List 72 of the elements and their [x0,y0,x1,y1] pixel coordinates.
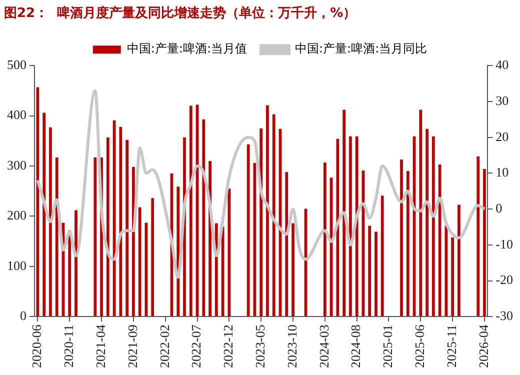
bar [406,171,410,316]
bar [380,196,384,316]
x-tick-label: 2025-06 [412,324,428,368]
bar [260,128,263,316]
y-tick-label: 200 [7,208,26,223]
y-tick-label: 300 [7,157,26,172]
y2-tick-label: -30 [496,308,514,324]
bar [202,119,206,316]
y-tick-label: 100 [7,258,26,273]
bar [292,223,294,316]
bar [355,136,358,316]
legend-label: 中国:产量:啤酒:当月值 [126,42,248,56]
x-tick-label: 2023-05 [252,324,268,368]
bar [349,136,352,316]
bar [426,128,428,316]
bar [151,198,154,316]
y2-tick-label: 40 [496,57,509,72]
y2-tick-label: 20 [496,128,509,144]
bar [476,156,480,316]
bar [432,136,435,316]
bar [285,172,288,316]
bar [42,112,46,316]
y2-tick-label: 0 [496,200,502,216]
x-tick-label: 2022-02 [156,324,172,368]
bar [483,169,486,316]
y-tick-label: 0 [20,308,26,324]
bar [126,140,128,316]
x-tick-label: 2023-10 [284,324,300,368]
line-series [36,89,486,279]
bar [342,110,346,316]
bar [94,157,97,316]
chart-title: 图22： 啤酒月度产量及同比增速走势（单位：万千升，%） [4,5,356,22]
x-tick-label: 2024-03 [316,324,332,368]
y2-tick-label: -10 [496,236,514,252]
bar [451,237,454,316]
bar [49,127,52,316]
bar [400,160,403,316]
x-tick-label: 2025-01 [380,324,396,368]
y2-tick-label: 10 [496,164,509,180]
bar [176,186,180,316]
bar [106,137,110,316]
x-tick-label: 2020-11 [61,324,76,368]
bar [189,106,192,316]
bar [323,162,326,316]
legend-label: 中国:产量:啤酒:当月同比 [295,42,428,56]
x-tick-label: 2021-04 [92,324,108,368]
x-tick-label: 2022-07 [188,324,204,368]
y-tick-label: 400 [7,107,26,122]
y2-tick-label: 30 [496,92,509,108]
bar [368,226,372,316]
bar [119,126,122,316]
bar [246,144,250,316]
bar [266,105,269,316]
x-tick-label: 2026-04 [476,324,491,368]
x-tick-label: 2020-06 [29,324,44,368]
x-tick-label: 2025-11 [444,324,459,368]
bar [74,210,78,316]
bar [68,230,72,316]
bar [444,226,448,316]
x-tick-label: 2021-09 [124,324,140,368]
x-tick-label: 2024-08 [348,324,364,368]
bar [374,232,378,316]
bar [138,207,142,316]
x-tick-label: 2022-12 [220,324,236,368]
bar [336,138,340,316]
bar [228,188,231,316]
bar [55,157,58,316]
bar [458,204,460,316]
y-tick-label: 500 [7,57,26,72]
y2-tick-label: -20 [496,272,514,288]
bar [419,110,422,316]
bar [272,114,276,316]
